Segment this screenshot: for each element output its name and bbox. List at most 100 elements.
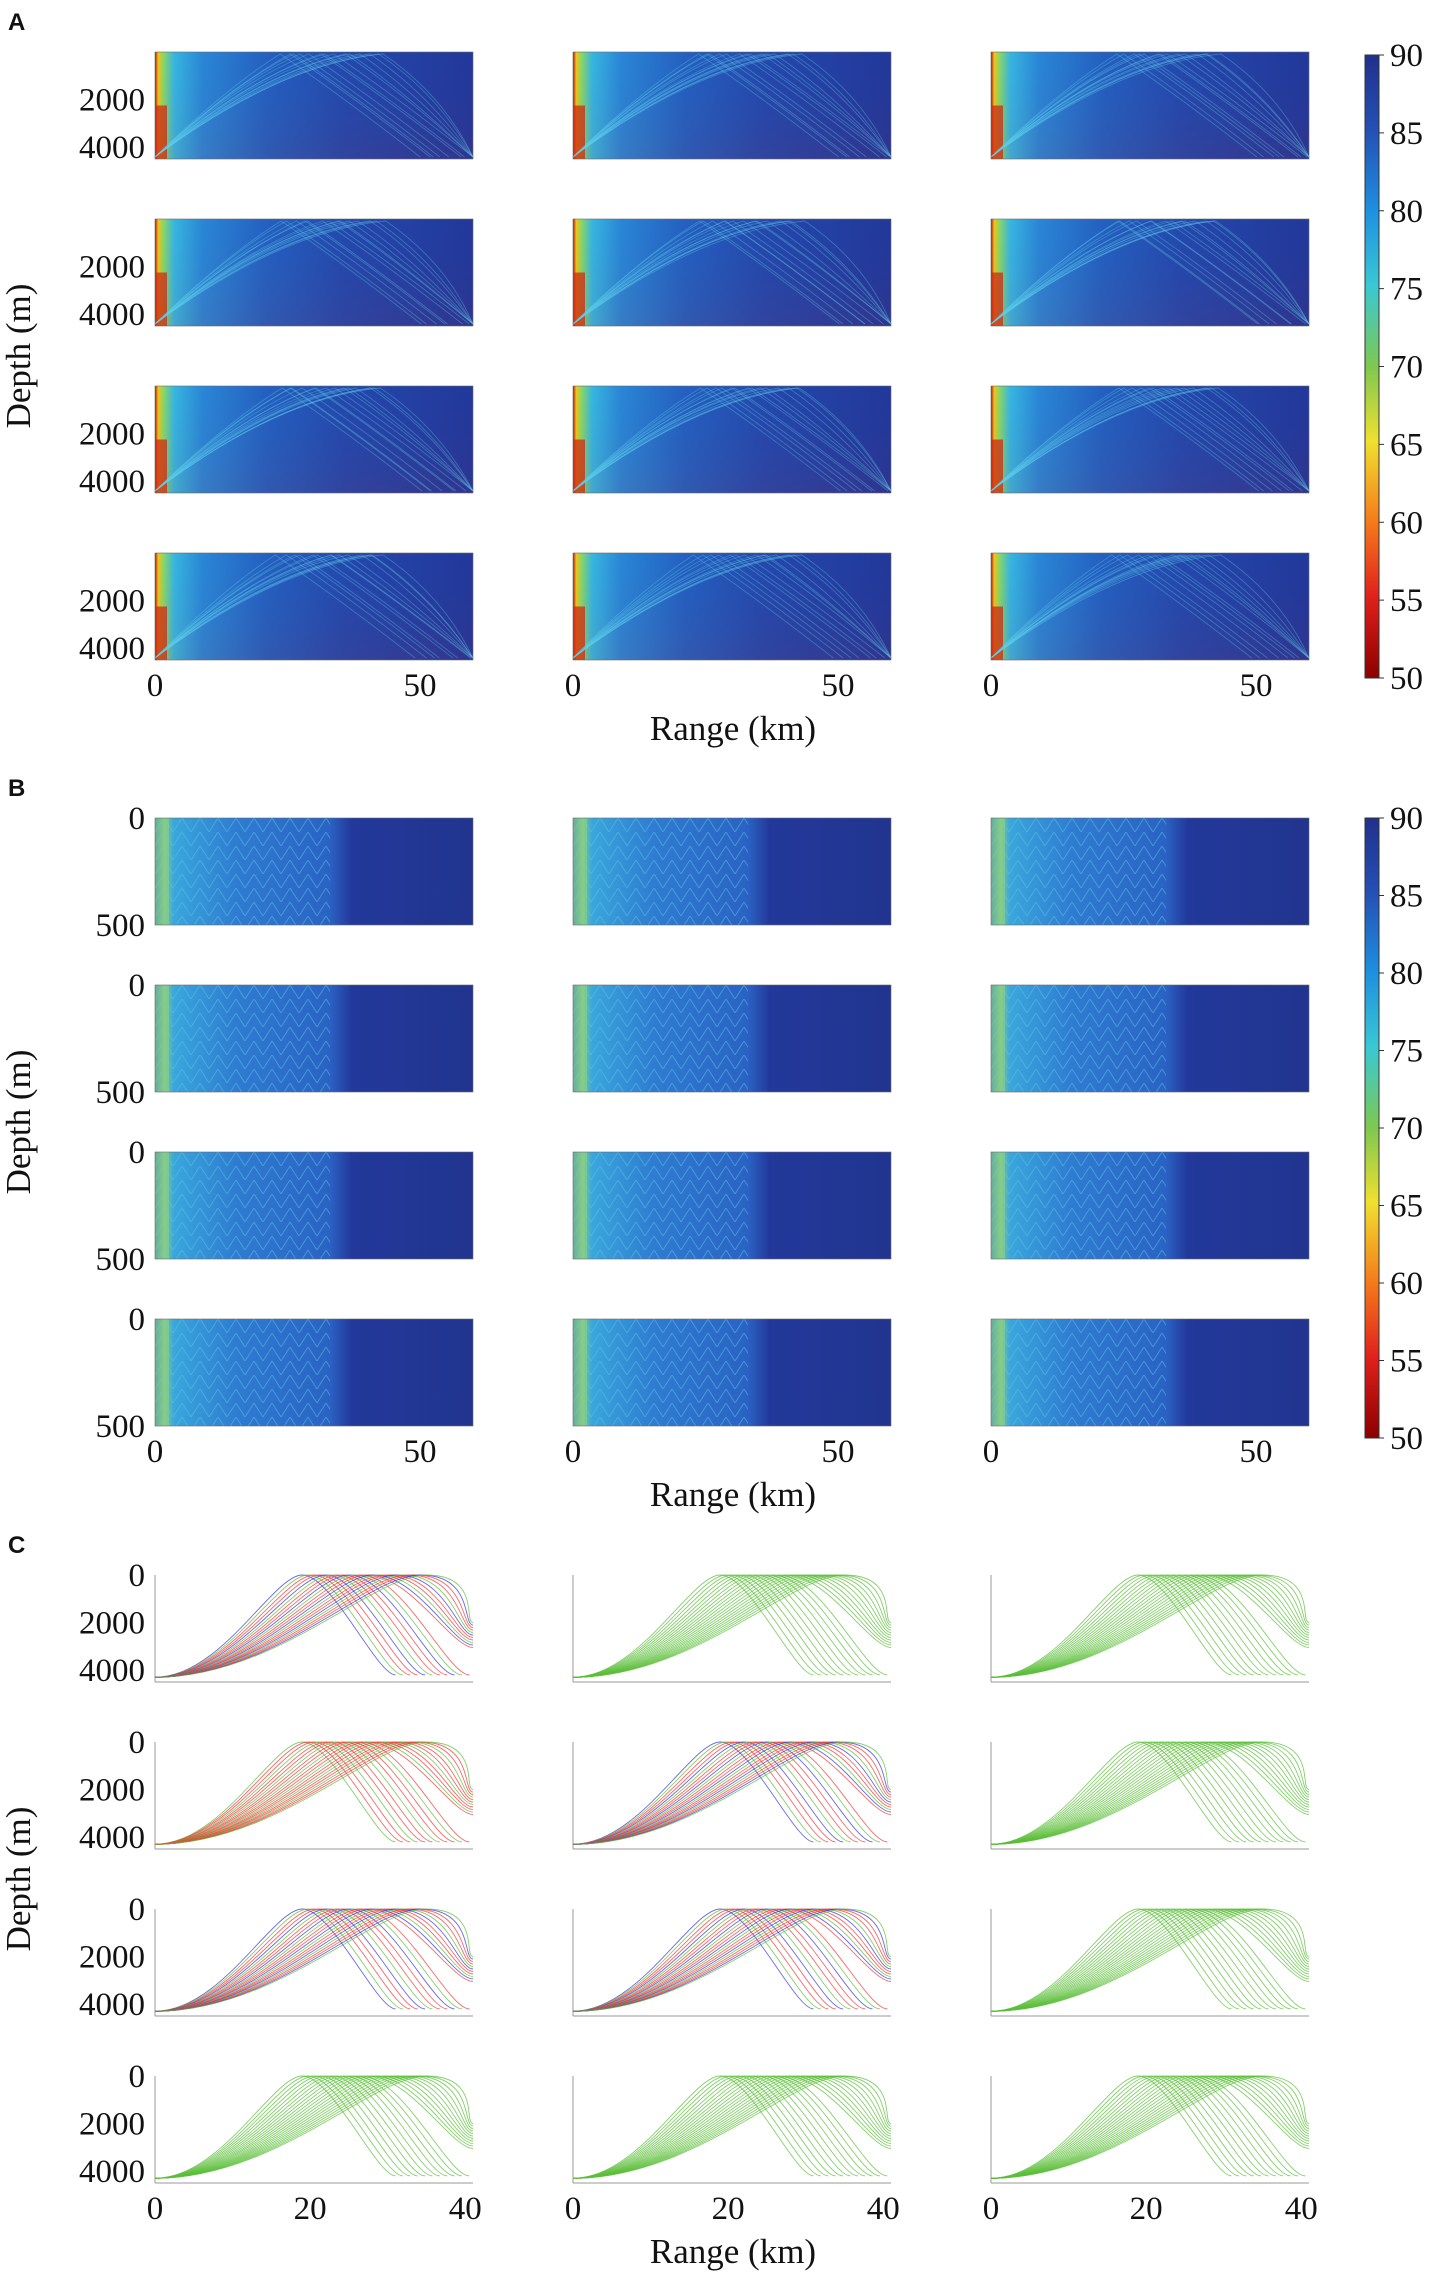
ray-path <box>990 2075 1310 2179</box>
ray-path <box>572 1574 814 1678</box>
ray-path <box>572 1741 866 1845</box>
ray-path <box>154 1574 403 1678</box>
heatmap-arc <box>990 554 1252 659</box>
ray-path <box>990 2075 1247 2179</box>
x-tick-label: 20 <box>712 2191 745 2227</box>
y-tick-label: 0 <box>129 968 146 1004</box>
subplot-frame <box>990 385 1310 494</box>
ray-path <box>154 1908 418 2012</box>
subplot-frame <box>572 1151 892 1260</box>
heatmap-arc <box>572 554 886 659</box>
ray-path <box>572 1908 814 2012</box>
subplot-r3-c2 <box>990 552 1310 661</box>
ray-path <box>154 1741 474 1845</box>
subplot-frame <box>154 1318 474 1427</box>
subplot-r3-c0 <box>154 1318 474 1427</box>
heatmap-arc <box>154 220 474 325</box>
ray-path <box>154 1574 411 1678</box>
ray-path <box>154 2075 440 2179</box>
ray-path <box>154 1741 474 1845</box>
subplot-frame <box>990 817 1310 926</box>
heatmap-arc <box>572 387 892 492</box>
ray-path <box>572 2075 892 2179</box>
ray-path <box>572 1908 829 2012</box>
ray-path <box>154 1741 426 1845</box>
heatmap-arc <box>990 387 1310 492</box>
heatmap-arc <box>572 220 854 325</box>
heatmap-arc <box>990 53 1299 158</box>
ray-path <box>990 1908 1310 2012</box>
ray-path <box>154 2075 474 2179</box>
heatmap-arc <box>154 220 474 325</box>
ray-path <box>990 2075 1310 2179</box>
heatmap-arc <box>572 53 892 158</box>
ray-path <box>154 1741 470 1845</box>
x-tick-label: 0 <box>983 668 1000 704</box>
ray-path <box>990 1741 1310 1845</box>
ray-path <box>990 2075 1310 2179</box>
heatmap-arc <box>572 554 892 659</box>
y-tick-label: 0 <box>129 1558 146 1594</box>
heatmap-depth-shading <box>991 52 1309 159</box>
subplot-frame <box>572 1318 892 1427</box>
ray-path <box>154 1908 474 2012</box>
heatmap-arc <box>572 387 841 492</box>
heatmap-interference <box>155 818 330 925</box>
heatmap-arc <box>990 53 1310 158</box>
ray-path <box>154 1741 474 1845</box>
ray-path <box>990 2075 1291 2179</box>
ray-path <box>154 2075 474 2179</box>
heatmap-arc <box>572 53 867 158</box>
ray-path <box>154 1908 474 2012</box>
ray-path <box>154 1741 455 1845</box>
subplot-frame <box>990 1318 1310 1427</box>
heatmap-arc <box>572 554 860 659</box>
y-tick-label: 4000 <box>79 130 145 166</box>
ray-path <box>990 2075 1239 2179</box>
heatmap-arc <box>572 554 877 659</box>
ray-path <box>990 2075 1310 2179</box>
ray-path <box>990 1741 1310 1845</box>
heatmap-arc <box>990 53 1264 158</box>
heatmap-interference <box>155 985 330 1092</box>
ray-path <box>572 1741 829 1845</box>
ray-path <box>154 1574 474 1678</box>
ray-path <box>572 1741 892 1845</box>
heatmap-arc <box>990 53 1310 158</box>
ray-path <box>990 1908 1310 2012</box>
subplot-frame <box>154 1151 474 1260</box>
subplot-r0-c1 <box>572 817 892 926</box>
ray-path <box>154 1908 474 2012</box>
ray-path <box>572 1908 892 2012</box>
heatmap-arc <box>572 387 857 492</box>
heatmap-arc <box>154 554 474 659</box>
heatmap-arc <box>154 53 474 158</box>
ray-path <box>990 1908 1291 2012</box>
heatmap-arc <box>572 387 892 492</box>
ray-path <box>572 1908 844 2012</box>
colorbar-tick-label: 60 <box>1390 505 1423 541</box>
ray-path <box>572 2075 892 2179</box>
y-tick-label: 500 <box>96 1242 146 1278</box>
ray-path <box>990 1908 1310 2012</box>
ray-path <box>154 1908 455 2012</box>
heatmap-arc <box>154 554 416 659</box>
subplot-r1-c2 <box>990 984 1310 1093</box>
subplot-r0-c1 <box>572 51 892 160</box>
colorbar-tick-label: 80 <box>1390 194 1423 230</box>
heatmap-arc <box>154 220 427 325</box>
ray-path <box>572 1574 880 1678</box>
ray-path <box>154 2075 403 2179</box>
ray-path <box>154 1574 474 1678</box>
heatmap-arc <box>990 220 1270 325</box>
x-axis-label: Range (km) <box>650 1475 816 1514</box>
x-tick-label: 0 <box>565 1434 582 1470</box>
ray-path <box>154 1908 403 2012</box>
subplot-frame <box>990 51 1310 160</box>
ray-path <box>572 1574 892 1678</box>
ray-path <box>572 1574 821 1678</box>
colorbar-tick-label: 65 <box>1390 1189 1423 1225</box>
ray-path <box>154 1908 474 2012</box>
heatmap-arc <box>572 554 892 659</box>
